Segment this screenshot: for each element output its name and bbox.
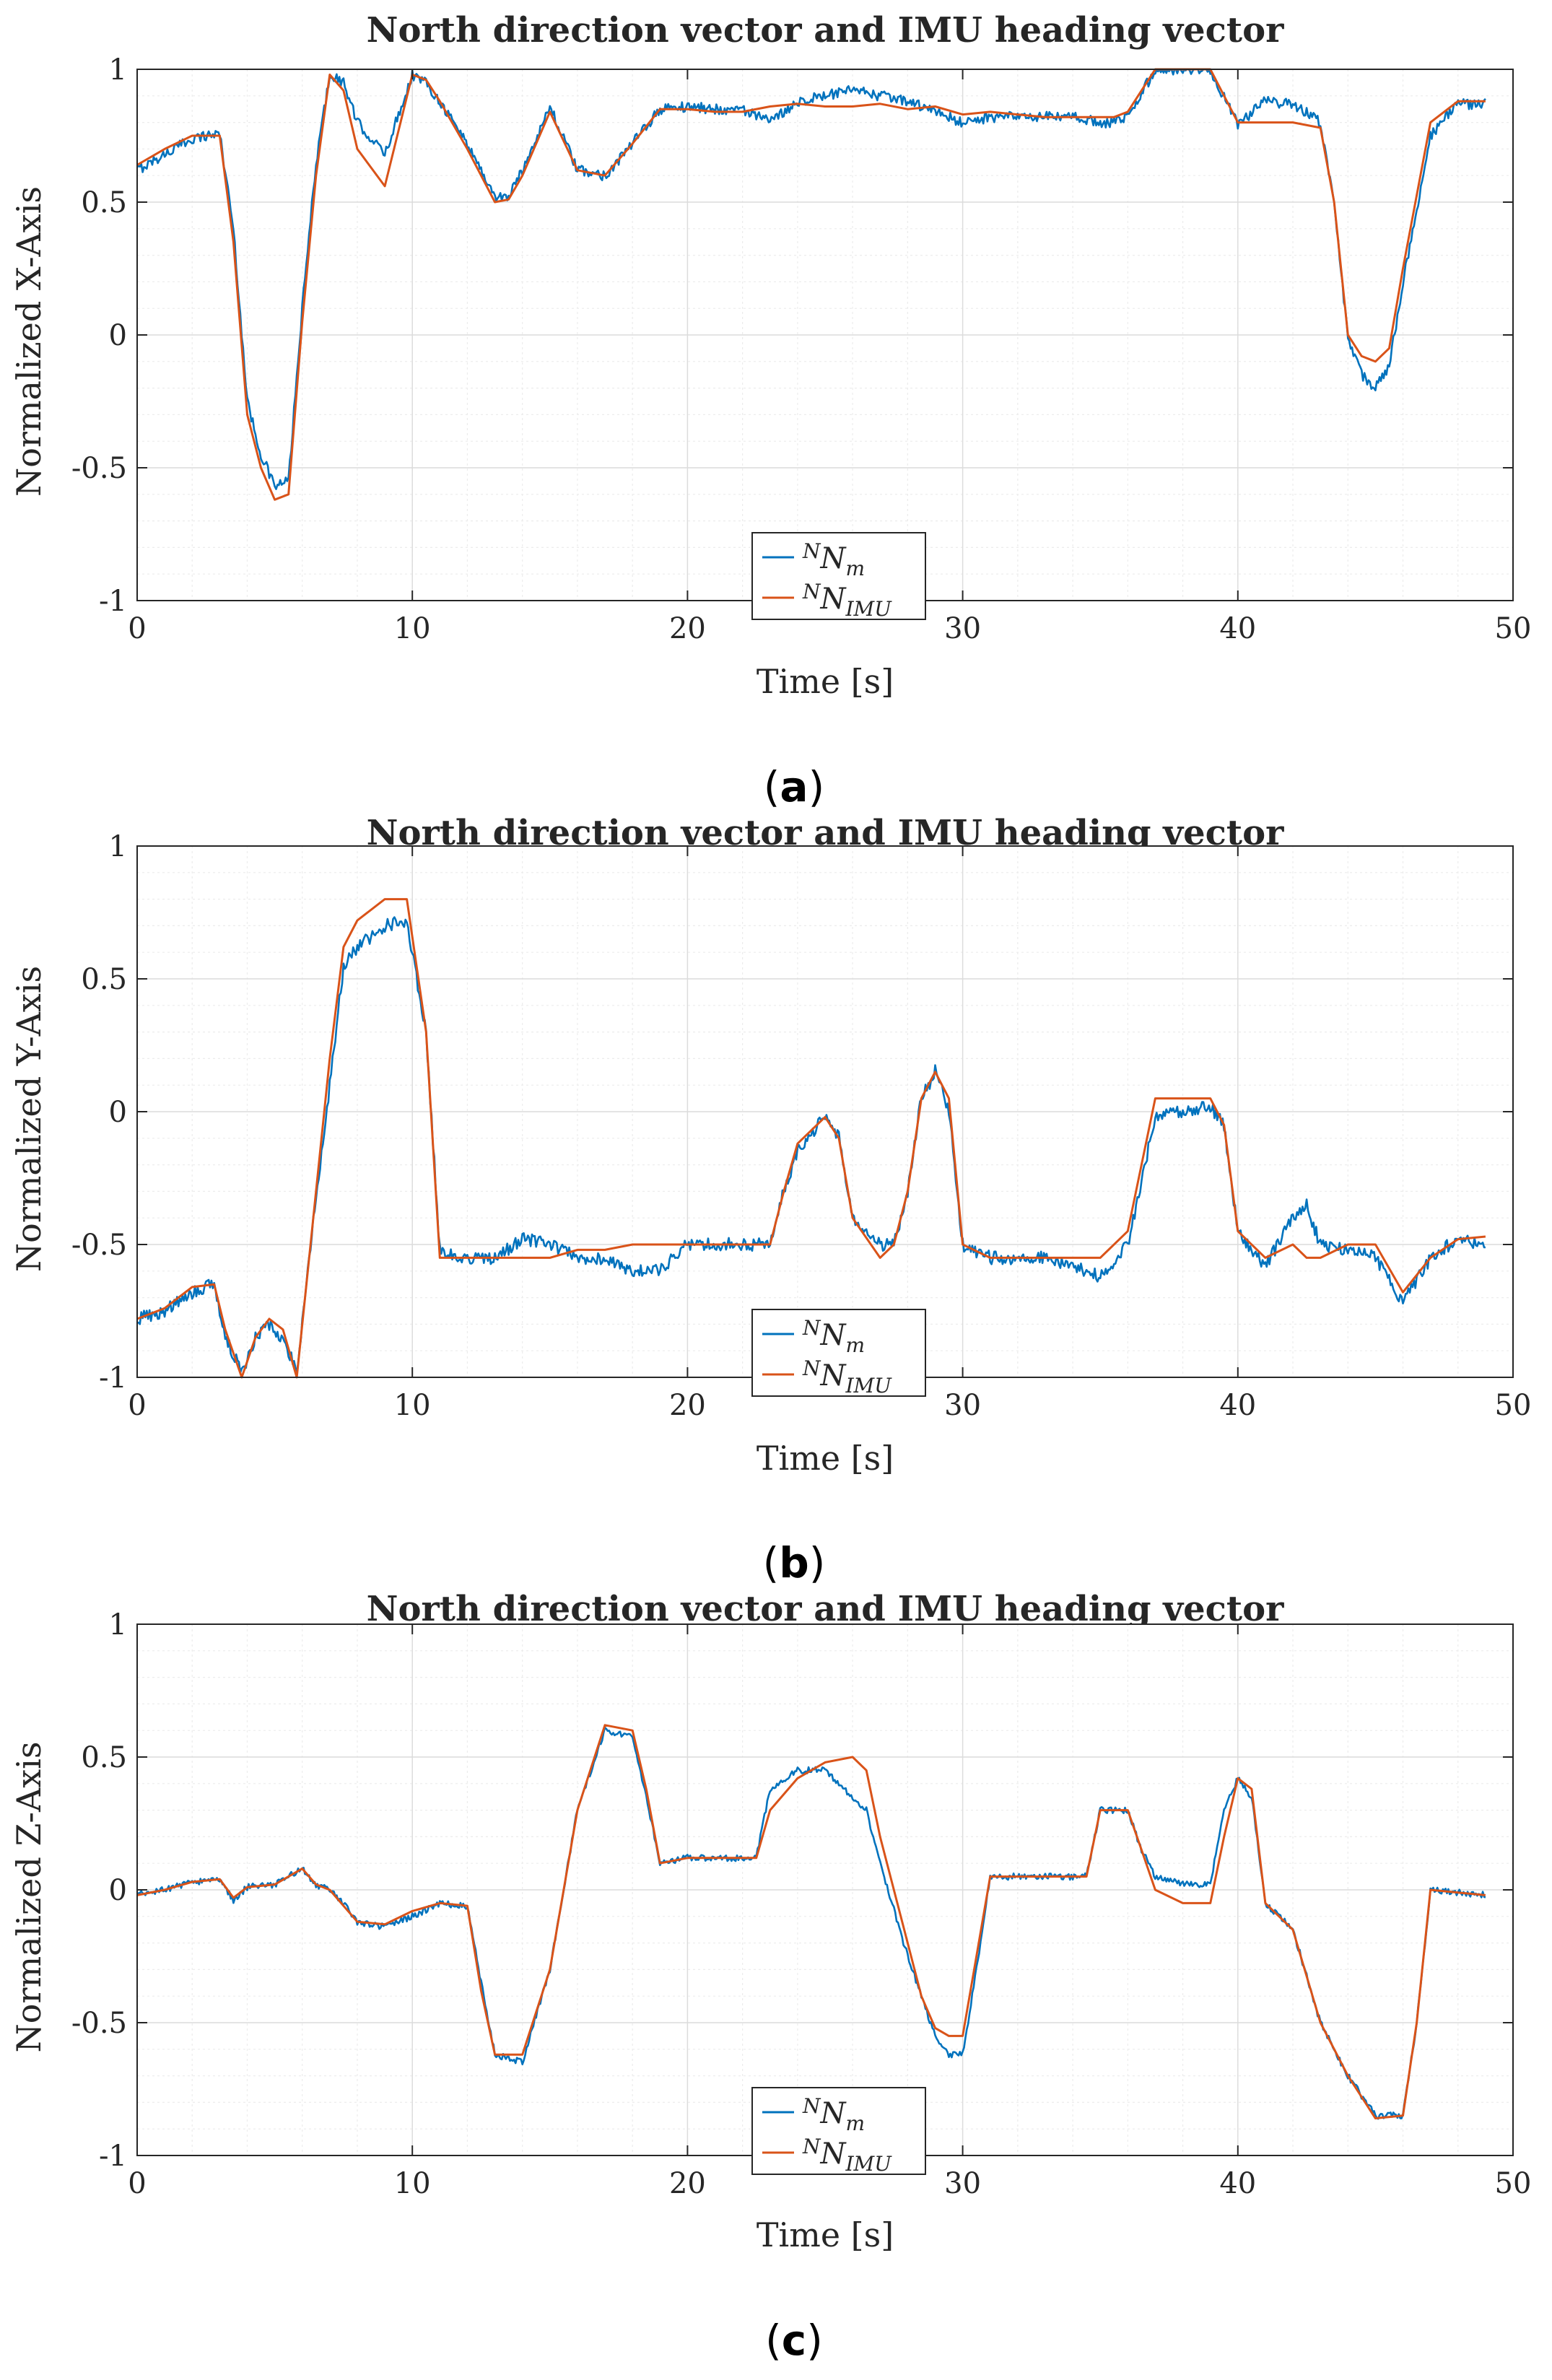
legend-base: N	[820, 2137, 847, 2171]
y-tick-label: 0	[109, 1874, 127, 1907]
x-tick-label: 10	[394, 612, 431, 645]
y-tick-label: -1	[99, 2140, 127, 2173]
x-tick-label: 20	[669, 612, 706, 645]
legend-base: N	[820, 2097, 847, 2130]
y-tick-label: 1	[109, 1608, 127, 1642]
panel-a-legend-measured: NNm	[802, 539, 865, 580]
y-tick-label: -0.5	[71, 452, 127, 485]
y-tick-label: 0.5	[81, 186, 127, 219]
panel-c-legend-imu: NNIMU	[802, 2135, 892, 2176]
x-tick-label: 30	[944, 612, 981, 645]
panel-c-xlabel: Time [s]	[757, 2215, 894, 2254]
panel-a-title: North direction vector and IMU heading v…	[367, 10, 1284, 51]
x-tick-label: 0	[128, 612, 146, 645]
panel-b-ylabel: Normalized Y-Axis	[9, 966, 48, 1272]
y-tick-label: 1	[109, 830, 127, 863]
series-line-imu	[136, 898, 1486, 1379]
panel-b: North direction vector and IMU heading v…	[9, 813, 1531, 1587]
legend-base: N	[820, 542, 847, 575]
legend-base: N	[820, 583, 847, 616]
legend-sub: m	[846, 557, 866, 580]
panel-a-legend: NNm NNIMU	[751, 532, 926, 621]
panel-b-plot: 0 10 20 30 40 50 -1 -0.5 0 0.5 1	[71, 830, 1532, 1422]
y-tick-label: -1	[99, 1361, 127, 1395]
x-tick-label: 50	[1495, 612, 1532, 645]
caption-letter: b	[779, 1538, 809, 1587]
legend-sub: IMU	[845, 2152, 893, 2176]
legend-sub: IMU	[845, 597, 893, 621]
caption-letter: a	[780, 762, 808, 811]
x-tick-label: 40	[1219, 612, 1256, 645]
y-tick-label: 0.5	[81, 963, 127, 996]
series-line-measured	[136, 68, 1486, 490]
series-line-imu	[136, 68, 1486, 501]
panel-a: North direction vector and IMU heading v…	[9, 10, 1531, 811]
legend-base: N	[820, 1359, 847, 1392]
x-tick-label: 10	[394, 1389, 431, 1422]
panel-c-legend: NNm NNIMU	[751, 2087, 926, 2176]
y-tick-label: -0.5	[71, 2007, 127, 2040]
caption-letter: c	[782, 2316, 806, 2365]
panel-b-legend-box	[751, 1309, 926, 1397]
panel-b-xlabel: Time [s]	[757, 1439, 894, 1478]
legend-base: N	[820, 1319, 847, 1352]
y-tick-label: 0	[109, 319, 127, 352]
series-line-measured	[136, 916, 1486, 1375]
x-tick-label: 0	[128, 1389, 146, 1422]
series-line-imu	[136, 1724, 1486, 2119]
panel-c-ylabel: Normalized Z-Axis	[9, 1742, 48, 2053]
panel-a-plot: 0 10 20 30 40 50 -1 -0.5 0 0.5 1	[71, 53, 1532, 645]
panel-c-title: North direction vector and IMU heading v…	[367, 1589, 1284, 1629]
y-tick-label: -1	[99, 585, 127, 618]
y-tick-label: -0.5	[71, 1229, 127, 1262]
legend-sub: m	[846, 2111, 866, 2135]
panel-a-legend-imu: NNIMU	[802, 580, 892, 621]
panel-b-legend: NNm NNIMU	[751, 1309, 926, 1398]
panel-a-legend-box	[751, 532, 926, 620]
x-tick-label: 40	[1219, 1389, 1256, 1422]
panel-c-legend-box	[751, 2087, 926, 2175]
x-tick-label: 20	[669, 2167, 706, 2200]
x-tick-label: 30	[944, 2167, 981, 2200]
x-tick-label: 20	[669, 1389, 706, 1422]
legend-sup: N	[802, 580, 821, 603]
legend-sup: N	[802, 1316, 821, 1340]
y-tick-label: 0	[109, 1096, 127, 1129]
panel-a-caption: (a)	[764, 762, 824, 811]
panel-c: North direction vector and IMU heading v…	[9, 1589, 1531, 2365]
x-tick-label: 30	[944, 1389, 981, 1422]
panel-c-legend-measured: NNm	[802, 2094, 865, 2135]
x-tick-label: 50	[1495, 2167, 1532, 2200]
panel-b-legend-imu: NNIMU	[802, 1356, 892, 1398]
legend-sup: N	[802, 2094, 821, 2118]
panel-c-plot: 0 10 20 30 40 50 -1 -0.5 0 0.5 1	[71, 1608, 1532, 2200]
x-tick-label: 50	[1495, 1389, 1532, 1422]
x-tick-label: 0	[128, 2167, 146, 2200]
panel-a-ylabel: Normalized X-Axis	[9, 186, 48, 497]
legend-sup: N	[802, 1356, 821, 1380]
x-tick-label: 10	[394, 2167, 431, 2200]
panel-c-caption: (c)	[765, 2316, 823, 2365]
panel-b-legend-measured: NNm	[802, 1316, 865, 1357]
x-tick-label: 40	[1219, 2167, 1256, 2200]
legend-sup: N	[802, 539, 821, 563]
y-tick-label: 1	[109, 53, 127, 87]
panel-a-xlabel: Time [s]	[757, 662, 894, 701]
y-tick-label: 0.5	[81, 1741, 127, 1774]
panel-b-caption: (b)	[763, 1538, 826, 1587]
legend-sup: N	[802, 2135, 821, 2158]
legend-sub: m	[846, 1333, 866, 1357]
legend-sub: IMU	[845, 1374, 893, 1398]
